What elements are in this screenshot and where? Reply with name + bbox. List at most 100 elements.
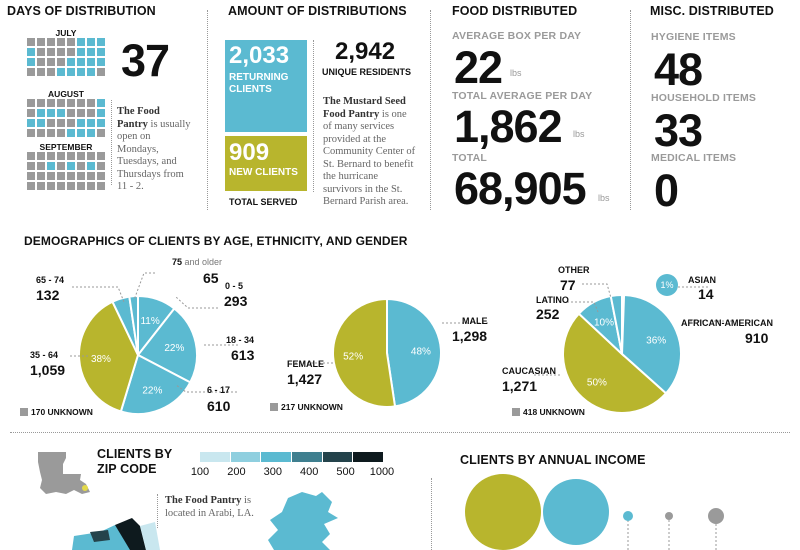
calendar-day — [57, 119, 65, 127]
zip-legend-swatch — [261, 452, 293, 462]
calendar-day — [57, 109, 65, 117]
calendar-day — [57, 152, 65, 160]
month-label-september: SEPTEMBER — [39, 142, 93, 152]
calendar-day — [47, 48, 55, 56]
pie-slice — [119, 353, 192, 415]
calendar-day — [47, 99, 55, 107]
calendar-day — [87, 152, 95, 160]
calendar-day — [27, 182, 35, 190]
zip-legend-label: 1000 — [369, 466, 395, 478]
eth-value-african-american: 910 — [745, 330, 769, 346]
household-value: 33 — [654, 105, 703, 156]
calendar-day — [47, 68, 55, 76]
gender-value-female: 1,427 — [287, 371, 323, 387]
calendar-day — [37, 182, 45, 190]
pie-percent-label: 22% — [142, 385, 162, 396]
calendar-day — [67, 119, 75, 127]
calendar-day — [77, 129, 85, 137]
calendar-day — [27, 58, 35, 66]
calendar-day — [67, 38, 75, 46]
calendar-day — [57, 162, 65, 170]
gender-unknown: 217 UNKNOWN — [270, 402, 343, 412]
total-avg-label: TOTAL AVERAGE PER DAY — [452, 90, 593, 102]
days-count: 37 — [121, 35, 170, 86]
age-value-75-older: 65 — [203, 270, 219, 286]
total-label: TOTAL — [452, 152, 488, 164]
calendar-day — [77, 38, 85, 46]
calendar-day — [37, 152, 45, 160]
total-served-label: TOTAL SERVED — [229, 197, 298, 207]
calendar-day — [77, 48, 85, 56]
calendar-day — [67, 172, 75, 180]
calendar-day — [27, 129, 35, 137]
gender-label-male: MALE — [462, 316, 488, 326]
zip-title: CLIENTS BY ZIP CODE — [97, 447, 173, 476]
hygiene-value: 48 — [654, 44, 703, 95]
calendar-day — [97, 152, 105, 160]
avg-box-unit: lbs — [510, 68, 522, 78]
calendar-day — [97, 172, 105, 180]
pie-percent-label: 36% — [646, 335, 666, 346]
household-label: HOUSEHOLD ITEMS — [651, 92, 757, 104]
total-avg-unit: lbs — [573, 129, 585, 139]
unique-label: UNIQUE RESIDENTS — [322, 67, 412, 77]
income-bubble-4 — [665, 512, 673, 520]
income-title: CLIENTS BY ANNUAL INCOME — [460, 453, 646, 467]
calendar-day — [97, 129, 105, 137]
calendar-day — [37, 99, 45, 107]
calendar-day — [97, 162, 105, 170]
calendar-day — [47, 152, 55, 160]
pie-slice — [136, 307, 198, 384]
age-value-0-5: 293 — [224, 293, 248, 309]
calendar-day — [47, 58, 55, 66]
eth-value-other: 77 — [560, 277, 576, 293]
calendar-day — [77, 109, 85, 117]
medical-value: 0 — [654, 165, 679, 216]
calendar-day — [27, 48, 35, 56]
zip-legend-bar — [200, 452, 385, 462]
zip-legend-label: 500 — [336, 466, 355, 478]
calendar-day — [87, 58, 95, 66]
calendar-day — [77, 162, 85, 170]
misc-title: MISC. DISTRIBUTED — [650, 4, 774, 18]
eth-label-asian: ASIAN — [688, 275, 717, 285]
days-note: The Food Pantry is usually open on Monda… — [117, 106, 191, 192]
calendar-day — [57, 182, 65, 190]
income-chart — [465, 474, 724, 550]
food-title: FOOD DISTRIBUTED — [452, 4, 578, 18]
calendar-day — [87, 99, 95, 107]
calendar-day — [27, 119, 35, 127]
calendar-day — [37, 68, 45, 76]
income-bubble-3 — [623, 511, 633, 521]
pie-slice — [620, 294, 682, 395]
calendar-day — [27, 68, 35, 76]
calendar-day — [87, 172, 95, 180]
calendar-day — [37, 109, 45, 117]
calendar-day — [87, 38, 95, 46]
total-avg-value: 1,862 — [454, 101, 563, 152]
calendar-day — [57, 38, 65, 46]
calendar-day — [37, 162, 45, 170]
calendar-day — [97, 58, 105, 66]
returning-value: 2,033 — [229, 42, 290, 69]
calendar-day — [87, 162, 95, 170]
age-label-0-5: 0 - 5 — [225, 281, 244, 291]
eth-label-other: OTHER — [558, 265, 590, 275]
eth-value-asian: 14 — [698, 286, 714, 302]
calendar-day — [47, 172, 55, 180]
zip-legend-swatch — [322, 452, 354, 462]
louisiana-map-icon — [38, 452, 90, 494]
calendar-day — [27, 162, 35, 170]
zip-note: The Food Pantry is located in Arabi, LA. — [165, 495, 254, 519]
calendar-day — [97, 99, 105, 107]
calendar-day — [77, 58, 85, 66]
gender-label-female: FEMALE — [287, 359, 324, 369]
pie-charts: 11% 22% 22% 38% 48% 52% 36% 50% 10% — [70, 272, 732, 415]
medical-label: MEDICAL ITEMS — [651, 152, 737, 164]
ethnicity-pie: 36% 50% 10% — [562, 293, 682, 414]
calendar-day — [37, 58, 45, 66]
demographics-title: DEMOGRAPHICS OF CLIENTS BY AGE, ETHNICIT… — [24, 234, 408, 248]
pie-percent-label: 38% — [91, 354, 111, 365]
calendar-day — [47, 119, 55, 127]
eth-value-caucasian: 1,271 — [502, 378, 538, 394]
